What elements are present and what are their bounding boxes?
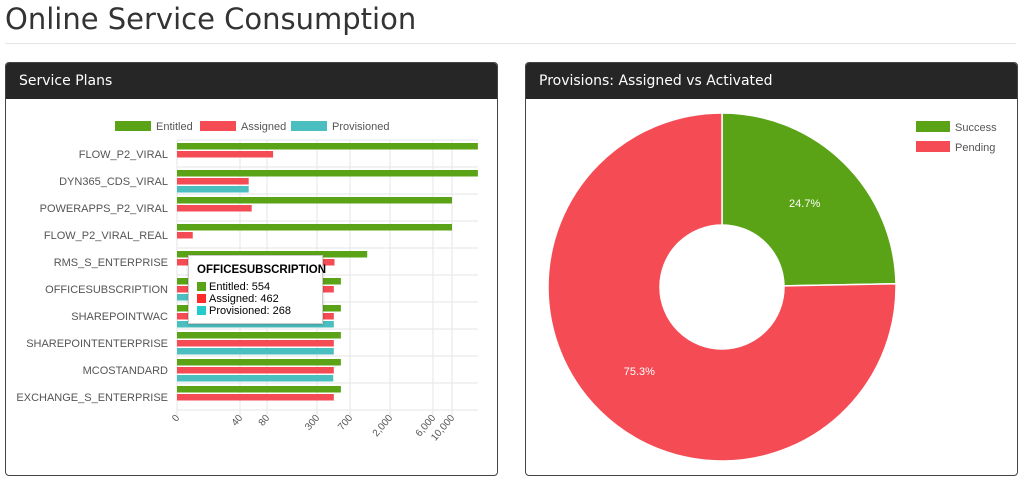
- chart-tooltip: OFFICESUBSCRIPTION Entitled: 554 Assigne…: [188, 255, 327, 324]
- entitled-swatch: [197, 282, 206, 291]
- tooltip-line: Provisioned: 268: [209, 305, 291, 317]
- tooltip-title: OFFICESUBSCRIPTION: [197, 264, 327, 276]
- tooltip-line: Entitled: 554: [209, 281, 271, 293]
- divider: [5, 43, 1016, 44]
- page-title: Online Service Consumption: [5, 2, 417, 36]
- panel-title: Service Plans: [6, 63, 497, 99]
- provisions-panel: Provisions: Assigned vs Activated: [525, 62, 1018, 476]
- service-plans-panel: Service Plans: [5, 62, 498, 476]
- tooltip-line: Assigned: 462: [209, 293, 279, 305]
- provisioned-swatch: [197, 306, 206, 315]
- assigned-swatch: [197, 294, 206, 303]
- panel-title: Provisions: Assigned vs Activated: [526, 63, 1017, 99]
